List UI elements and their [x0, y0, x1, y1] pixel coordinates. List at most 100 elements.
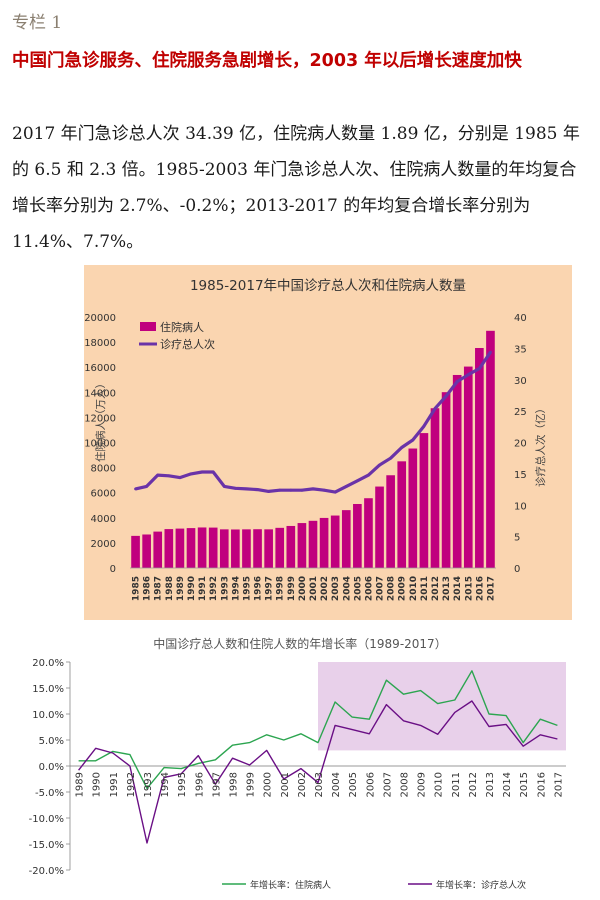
- chart2-xtick: 2009: [417, 772, 428, 797]
- chart2-ytick: -10.0%: [29, 814, 64, 825]
- chart2-xtick: 1998: [228, 772, 239, 797]
- chart1-line-point: [489, 350, 492, 354]
- chart2-xtick: 1995: [177, 772, 188, 797]
- chart1-ytick-left: 6000: [91, 489, 116, 500]
- chart2-ytick: 0.0%: [39, 762, 64, 773]
- chart2-xtick: 2002: [297, 772, 308, 797]
- chart1-line-point: [422, 424, 426, 428]
- chart1-line-point: [333, 490, 337, 494]
- chart1-bar: [275, 527, 285, 568]
- chart1-line-point: [200, 470, 204, 474]
- chart2-xtick: 1994: [160, 772, 171, 797]
- chart1-legend-label: 诊疗总人次: [160, 337, 215, 351]
- chart1-bar: [486, 330, 495, 568]
- chart1-bar: [375, 486, 384, 568]
- chart2-ytick: 20.0%: [32, 658, 64, 669]
- chart1-ytick-right: 10: [514, 501, 527, 512]
- chart1-line-point: [378, 463, 381, 467]
- chart1-bar: [297, 523, 307, 568]
- chart1-line-point: [400, 446, 404, 449]
- chart2-ytick: -20.0%: [29, 866, 64, 877]
- chart1-xtick: 2013: [442, 576, 452, 601]
- chart2-xtick: 2015: [519, 772, 530, 797]
- chart1-ytick-left: 18000: [84, 338, 116, 349]
- chart1-xtick: 2012: [431, 576, 441, 601]
- chart1-bar: [430, 408, 440, 568]
- chart1-xtick: 1992: [209, 576, 219, 601]
- chart2-ytick: -5.0%: [35, 788, 64, 799]
- chart1-line-point: [466, 373, 470, 377]
- chart1-line-point: [355, 479, 359, 483]
- chart1-ytick-right: 5: [514, 533, 520, 544]
- chart1-bar: [386, 475, 395, 568]
- chart1-bar: [353, 503, 362, 568]
- chart1-bar: [308, 520, 318, 568]
- chart1-xtick: 2014: [453, 576, 463, 601]
- chart2-ytick: 10.0%: [32, 710, 64, 721]
- chart1-xtick: 1990: [187, 576, 197, 601]
- chart1-xtick: 2009: [398, 576, 408, 601]
- chart1-ytick-left: 0: [110, 564, 116, 575]
- chart1-ylabel-right: 诊疗总人次（亿）: [534, 403, 547, 487]
- chart1-ytick-left: 16000: [84, 363, 116, 374]
- chart1-xtick: 2004: [342, 576, 352, 601]
- chart1-xtick: 2010: [409, 576, 419, 601]
- chart1-ytick-right: 40: [514, 313, 527, 324]
- chart2-xtick: 2010: [434, 772, 445, 797]
- chart1-xtick: 2011: [420, 576, 430, 601]
- chart1-line-point: [145, 485, 149, 488]
- chart1-line-point: [444, 394, 448, 398]
- chart2-xtick: 1997: [211, 772, 222, 797]
- chart1-ytick-right: 0: [514, 564, 520, 575]
- chart2-ytick: 15.0%: [32, 684, 64, 695]
- chart2-xtick: 2003: [314, 772, 325, 797]
- chart1-title: 1985-2017年中国诊疗总人次和住院病人数量: [190, 278, 466, 294]
- chart1-xtick: 1991: [198, 576, 208, 601]
- chart1-xtick: 1998: [276, 576, 286, 601]
- chart1-line-point: [167, 474, 171, 478]
- chart1-bar: [175, 528, 185, 568]
- chart1-xtick: 1995: [242, 576, 252, 601]
- chart2-series-line: [78, 700, 558, 844]
- chart1-bar: [208, 527, 218, 568]
- chart1-bar: [197, 527, 207, 568]
- chart1-line-point: [300, 488, 304, 492]
- chart2-series-line: [78, 670, 558, 790]
- chart1-ytick-left: 20000: [84, 313, 116, 324]
- chart1-bar: [341, 510, 351, 568]
- chart1-bar: [441, 392, 451, 568]
- chart1-xtick: 2003: [331, 576, 341, 601]
- chart1-bar: [319, 517, 329, 568]
- chart1-ytick-right: 20: [514, 439, 527, 450]
- chart1-line-point: [222, 485, 226, 488]
- chart1-line-point: [389, 456, 393, 460]
- chart2-ytick: 5.0%: [39, 736, 64, 747]
- chart1-xtick: 2005: [353, 576, 363, 601]
- chart1-xtick: 1993: [220, 576, 230, 601]
- chart1-xtick: 1994: [231, 576, 241, 601]
- chart1-bar: [419, 433, 429, 568]
- chart2-xtick: 1993: [143, 772, 154, 797]
- chart1-line-point: [267, 490, 271, 493]
- chart1-xtick: 2015: [464, 576, 474, 601]
- chart2-xtick: 1992: [126, 772, 137, 797]
- chart1-xtick: 1996: [254, 576, 264, 601]
- chart1-line-point: [411, 438, 415, 442]
- chart1-ytick-left: 12000: [84, 413, 116, 424]
- chart1-line-point: [289, 488, 293, 492]
- chart1-line-point: [433, 407, 437, 411]
- chart1-line-point: [134, 487, 137, 491]
- chart1-bar: [253, 529, 262, 568]
- chart1-legend-label: 住院病人: [160, 320, 204, 334]
- chart1-ytick-left: 14000: [84, 388, 116, 399]
- chart1-line-point: [455, 380, 459, 384]
- chart1-xtick: 2002: [320, 576, 330, 601]
- chart1-xtick: 2006: [364, 576, 374, 601]
- chart1-bar: [408, 448, 418, 568]
- chart1-bar: [153, 531, 163, 568]
- chart2-legend-label: 年增长率：诊疗总人次: [436, 879, 526, 891]
- chart1-bar: [142, 534, 151, 568]
- chart1-legend-swatch-bar: [140, 322, 156, 331]
- chart1-line-point: [245, 487, 248, 491]
- chart1-line-point: [233, 486, 237, 490]
